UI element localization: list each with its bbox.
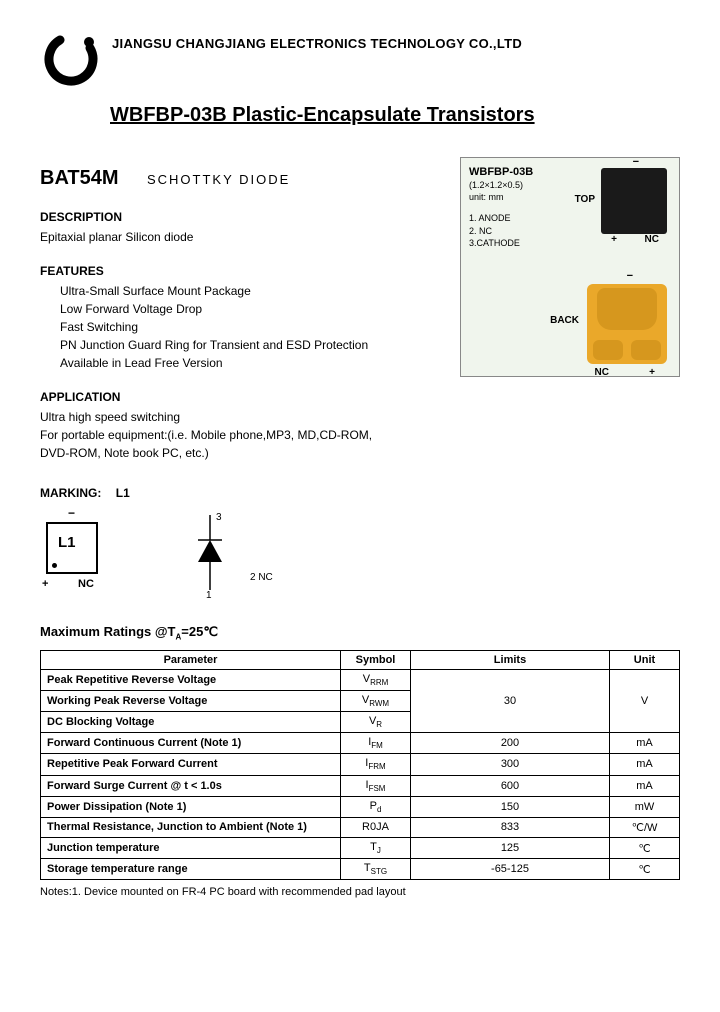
schem-pin1: 1 <box>206 590 212 600</box>
back-label: BACK <box>550 315 579 326</box>
table-row: Storage temperature rangeTSTG-65-125℃ <box>41 859 680 880</box>
application-head: APPLICATION <box>40 390 440 404</box>
cell-limit: 125 <box>411 837 610 858</box>
notes-text: Notes:1. Device mounted on FR-4 PC board… <box>40 886 680 898</box>
package-diagram-box: WBFBP-03B (1.2×1.2×0.5) unit: mm 1. ANOD… <box>460 157 680 377</box>
cell-symbol: VRWM <box>341 690 411 711</box>
feature-item: Ultra-Small Surface Mount Package <box>60 282 440 300</box>
back-chip-icon <box>587 284 667 364</box>
cell-unit: ℃/W <box>610 817 680 837</box>
ratings-title-suffix: =25℃ <box>181 624 218 639</box>
ratings-title-prefix: Maximum Ratings @T <box>40 624 175 639</box>
chip-mark-text: L1 <box>58 534 76 551</box>
table-row: Thermal Resistance, Junction to Ambient … <box>41 817 680 837</box>
cell-limit: 300 <box>411 754 610 775</box>
cell-unit: ℃ <box>610 837 680 858</box>
cell-parameter: Thermal Resistance, Junction to Ambient … <box>41 817 341 837</box>
cell-symbol: IFSM <box>341 775 411 796</box>
cell-symbol: IFRM <box>341 754 411 775</box>
col-limits: Limits <box>411 650 610 669</box>
feature-item: Fast Switching <box>60 318 440 336</box>
top-minus: − <box>633 156 639 168</box>
table-row: Junction temperatureTJ125℃ <box>41 837 680 858</box>
col-symbol: Symbol <box>341 650 411 669</box>
back-pad-right <box>631 340 661 360</box>
features-head: FEATURES <box>40 264 440 278</box>
cell-limit: 833 <box>411 817 610 837</box>
cell-unit: mW <box>610 796 680 817</box>
cell-limit: 600 <box>411 775 610 796</box>
feature-item: PN Junction Guard Ring for Transient and… <box>60 336 440 354</box>
top-chip-icon <box>601 168 667 234</box>
cell-parameter: Forward Surge Current @ t < 1.0s <box>41 775 341 796</box>
table-row: Peak Repetitive Reverse VoltageVRRM30V <box>41 669 680 690</box>
table-row: Repetitive Peak Forward CurrentIFRM300mA <box>41 754 680 775</box>
doc-title: WBFBP-03B Plastic-Encapsulate Transistor… <box>110 104 680 127</box>
company-name: JIANGSU CHANGJIANG ELECTRONICS TECHNOLOG… <box>112 30 522 51</box>
application-line: For portable equipment:(i.e. Mobile phon… <box>40 426 440 444</box>
top-nc: NC <box>645 234 659 245</box>
cell-parameter: Peak Repetitive Reverse Voltage <box>41 669 341 690</box>
cell-parameter: Working Peak Reverse Voltage <box>41 690 341 711</box>
cell-unit: mA <box>610 775 680 796</box>
col-parameter: Parameter <box>41 650 341 669</box>
cell-limit: 200 <box>411 733 610 754</box>
features-list: Ultra-Small Surface Mount Package Low Fo… <box>40 282 440 372</box>
back-pad-top <box>597 288 657 330</box>
marking-diagrams: − L1 + NC 3 1 2 NC <box>40 510 680 600</box>
cell-limit: 30 <box>411 669 610 733</box>
schem-pin2: 2 NC <box>250 572 273 583</box>
part-number: BAT54M <box>40 167 119 190</box>
feature-item: Low Forward Voltage Drop <box>60 300 440 318</box>
cell-unit: V <box>610 669 680 733</box>
cell-unit: ℃ <box>610 859 680 880</box>
part-type: SCHOTTKY DIODE <box>147 172 290 187</box>
cell-symbol: TSTG <box>341 859 411 880</box>
table-row: Forward Surge Current @ t < 1.0sIFSM600m… <box>41 775 680 796</box>
cell-parameter: Repetitive Peak Forward Current <box>41 754 341 775</box>
ratings-table: Parameter Symbol Limits Unit Peak Repeti… <box>40 650 680 881</box>
cell-limit: -65-125 <box>411 859 610 880</box>
cell-symbol: IFM <box>341 733 411 754</box>
cell-symbol: VRRM <box>341 669 411 690</box>
back-nc: NC <box>595 367 609 378</box>
cell-symbol: TJ <box>341 837 411 858</box>
cell-unit: mA <box>610 733 680 754</box>
top-label: TOP <box>575 194 595 205</box>
table-row: Forward Continuous Current (Note 1)IFM20… <box>41 733 680 754</box>
cell-parameter: Forward Continuous Current (Note 1) <box>41 733 341 754</box>
cell-symbol: Pd <box>341 796 411 817</box>
cell-symbol: R0JA <box>341 817 411 837</box>
marking-code: L1 <box>116 486 130 500</box>
company-logo <box>40 30 100 86</box>
col-unit: Unit <box>610 650 680 669</box>
cell-parameter: Storage temperature range <box>41 859 341 880</box>
chip-pin1-dot-icon <box>52 563 57 568</box>
cell-parameter: Junction temperature <box>41 837 341 858</box>
table-row: Power Dissipation (Note 1)Pd150mW <box>41 796 680 817</box>
cell-parameter: DC Blocking Voltage <box>41 711 341 732</box>
chip-plus: + <box>42 578 48 590</box>
pin-3: 3.CATHODE <box>469 237 671 250</box>
marking-label: MARKING: <box>40 486 101 500</box>
feature-item: Available in Lead Free Version <box>60 354 440 372</box>
description-head: DESCRIPTION <box>40 210 440 224</box>
back-pad-left <box>593 340 623 360</box>
chip-minus: − <box>68 506 75 520</box>
back-minus: − <box>627 270 633 282</box>
chip-nc: NC <box>78 578 94 590</box>
top-plus: + <box>611 234 617 245</box>
ratings-title: Maximum Ratings @TA=25℃ <box>40 624 680 642</box>
application-line: DVD-ROM, Note book PC, etc.) <box>40 444 440 462</box>
application-line: Ultra high speed switching <box>40 408 440 426</box>
cell-parameter: Power Dissipation (Note 1) <box>41 796 341 817</box>
cell-symbol: VR <box>341 711 411 732</box>
cell-limit: 150 <box>411 796 610 817</box>
description-text: Epitaxial planar Silicon diode <box>40 228 440 246</box>
schematic-diode-icon: 3 1 2 NC <box>180 510 300 600</box>
chip-outline-diagram: − L1 + NC <box>40 510 110 584</box>
cell-unit: mA <box>610 754 680 775</box>
back-plus: + <box>649 367 655 378</box>
schem-pin3: 3 <box>216 512 222 523</box>
